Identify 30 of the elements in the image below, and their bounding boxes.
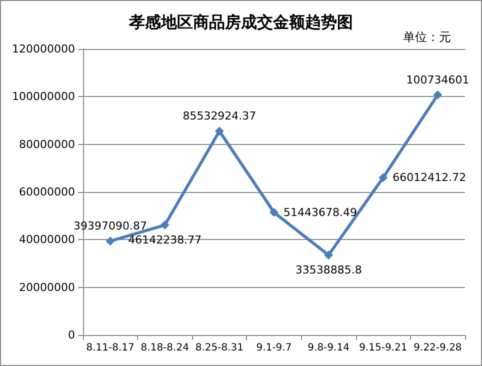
- data-label: 39397090.87: [74, 220, 148, 233]
- data-label: 33538885.8: [295, 264, 362, 277]
- y-tick-label: 20000000: [19, 280, 75, 294]
- y-tick-label: 120000000: [12, 42, 75, 56]
- y-tick-label: 80000000: [19, 138, 75, 151]
- y-tick-label: 40000000: [19, 233, 75, 246]
- x-tick-label: 9.1-9.7: [256, 342, 292, 354]
- point: [106, 236, 115, 246]
- point: [324, 250, 334, 260]
- x-tick-label: 9.15-9.21: [359, 342, 408, 354]
- data-label: 46142238.77: [128, 234, 202, 247]
- data-label: 66012412.72: [392, 171, 466, 184]
- x-tick-label: 8.11-8.17: [86, 342, 134, 354]
- y-tick-label: 0: [68, 328, 75, 342]
- point: [433, 90, 442, 100]
- x-tick-label: 9.8-9.14: [308, 342, 350, 354]
- point: [378, 173, 388, 182]
- chart-title: 孝感地区商品房成交金额趋势图: [128, 12, 353, 32]
- y-tick-label: 100000000: [12, 90, 75, 104]
- point: [160, 220, 170, 230]
- point: [214, 126, 224, 136]
- x-tick-label: 9.22-9.28: [414, 342, 462, 354]
- x-tick-label: 8.25-8.31: [195, 342, 244, 354]
- point: [270, 208, 278, 217]
- y-tick-label: 60000000: [19, 186, 75, 198]
- x-tick-label: 8.18-8.24: [140, 342, 189, 354]
- text: 单位：元: [403, 30, 451, 44]
- data-label: 85532924.37: [182, 110, 256, 123]
- data-label: 51443678.49: [284, 206, 357, 219]
- data-label: 100734601: [406, 73, 470, 86]
